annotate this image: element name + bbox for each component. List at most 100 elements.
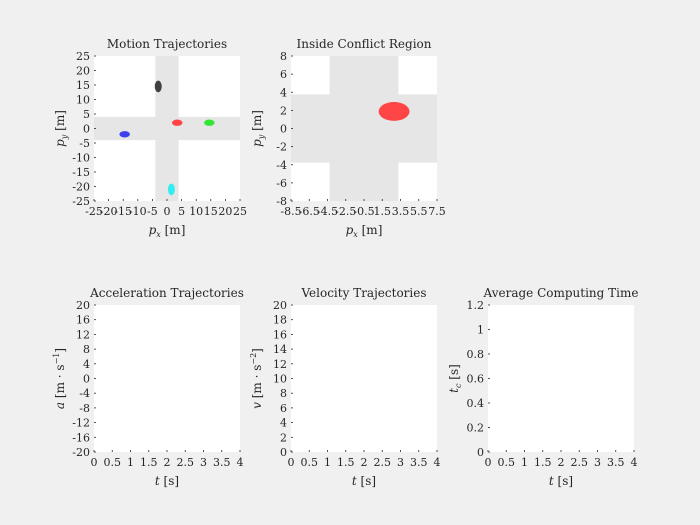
x-tick-label: 1.5 [140, 456, 158, 469]
y-tick-label: 0.4 [467, 397, 485, 410]
y-tick-label: 4 [280, 417, 287, 430]
y-tick-label: 20 [76, 299, 90, 312]
y-tick-label: 0 [83, 123, 90, 136]
axes-2: Inside Conflict Region -8.5-6.5-4.5-2.5-0… [250, 37, 446, 239]
x-label-unit: [s] [554, 474, 573, 488]
x-tick-label: 0 [288, 456, 295, 469]
x-tick-label: 1.5 [534, 456, 552, 469]
y-tick-label: 20 [273, 299, 287, 312]
y-axis-label: tc [s] [447, 364, 463, 393]
y-label-sub: y [60, 134, 69, 140]
x-tick-label: 3.5 [607, 456, 625, 469]
y-tick-label: -15 [72, 166, 90, 179]
x-axis-label: px [m] [149, 223, 186, 239]
x-label-sub: x [353, 230, 358, 239]
y-axis-label: a [m · s−1] [52, 348, 67, 409]
x-tick-label: -5 [147, 205, 158, 218]
y-tick-label: -6 [276, 177, 287, 190]
y-tick-label: 12 [273, 358, 287, 371]
axes-5: Average Computing Time 0 0.5 1 1.5 2 2.5 3 3.5 4 1… [447, 286, 638, 488]
y-tick-label: 0.8 [467, 348, 485, 361]
x-tick-label: 3.5 [410, 456, 428, 469]
x-tick-label: 1 [324, 456, 331, 469]
x-label-var: p [346, 223, 354, 237]
y-tick-label: -8 [276, 195, 287, 208]
y-tick-label: 18 [273, 314, 287, 327]
x-tick-label: 1.5 [374, 205, 392, 218]
y-tick-label: 1 [477, 324, 484, 337]
x-tick-label: -4.5 [317, 205, 338, 218]
vehicle-blue [119, 131, 130, 138]
y-axis-label: py [m] [53, 110, 69, 147]
y-label-var: t [447, 388, 461, 393]
y-label-exp: −2 [249, 353, 258, 365]
x-tick-label: -2.5 [335, 205, 356, 218]
x-tick-label: 0.5 [301, 456, 319, 469]
vehicle-red [171, 119, 183, 126]
y-tick-label: -12 [72, 417, 90, 430]
x-tick-label: 1 [127, 456, 134, 469]
y-tick-label: 0 [280, 446, 287, 459]
y-label-close: ] [250, 348, 264, 353]
y-tick-label: 4 [83, 358, 90, 371]
x-tick-label: 25 [233, 205, 247, 218]
x-tick-label: 3 [200, 456, 207, 469]
y-tick-label: 1.2 [467, 299, 485, 312]
x-label-var: t [352, 474, 357, 488]
y-tick-label: -4 [79, 387, 90, 400]
y-tick-label: 20 [76, 65, 90, 78]
y-label-exp: −1 [52, 353, 61, 365]
plot-area [94, 305, 240, 452]
y-tick-label: -20 [72, 446, 90, 459]
x-tick-label: -20 [100, 205, 118, 218]
x-tick-label: 0 [164, 205, 171, 218]
y-tick-label: 8 [280, 387, 287, 400]
y-tick-label: 0.6 [467, 373, 485, 386]
x-tick-label: 2 [558, 456, 565, 469]
y-tick-label: 8 [83, 343, 90, 356]
x-tick-label: 20 [218, 205, 232, 218]
x-tick-label: -0.5 [353, 205, 374, 218]
plot-area [291, 305, 437, 452]
x-axis-label: t [s] [549, 474, 573, 488]
y-tick-label: 16 [273, 328, 287, 341]
chart-title: Inside Conflict Region [296, 37, 431, 51]
y-tick-label: 2 [280, 104, 287, 117]
y-tick-label: -4 [276, 159, 287, 172]
road-layer [291, 56, 437, 201]
x-axis-label: t [s] [352, 474, 376, 488]
x-tick-label: 0 [91, 456, 98, 469]
y-axis-label: py [m] [250, 110, 266, 147]
y-tick-label: -20 [72, 181, 90, 194]
y-label-unit: [m] [250, 110, 264, 135]
x-tick-label: 5 [178, 205, 185, 218]
y-tick-label: 14 [273, 343, 287, 356]
x-label-unit: [s] [160, 474, 179, 488]
x-axis-label: px [m] [346, 223, 383, 239]
x-tick-label: 2.5 [177, 456, 195, 469]
x-tick-label: 10 [189, 205, 203, 218]
road-horizontal [94, 116, 240, 141]
y-label-sub: c [454, 383, 463, 388]
y-tick-label: 5 [83, 108, 90, 121]
x-tick-label: -25 [85, 205, 103, 218]
y-label-var: a [53, 402, 67, 409]
x-tick-label: 2 [361, 456, 368, 469]
road-layer [94, 56, 240, 201]
chart-title: Acceleration Trajectories [89, 286, 244, 300]
x-tick-label: 3 [397, 456, 404, 469]
y-tick-label: 6 [280, 68, 287, 81]
x-tick-label: 3 [594, 456, 601, 469]
x-tick-label: 1.5 [337, 456, 355, 469]
y-tick-label: 16 [76, 314, 90, 327]
y-tick-label: 8 [280, 50, 287, 63]
chart-title: Motion Trajectories [107, 37, 227, 51]
y-tick-label: -5 [79, 137, 90, 150]
x-tick-label: -15 [114, 205, 132, 218]
y-tick-label: 2 [280, 431, 287, 444]
y-tick-label: 15 [76, 79, 90, 92]
x-label-var: p [149, 223, 157, 237]
y-label-unit: [s] [447, 364, 461, 383]
x-tick-label: 1 [521, 456, 528, 469]
